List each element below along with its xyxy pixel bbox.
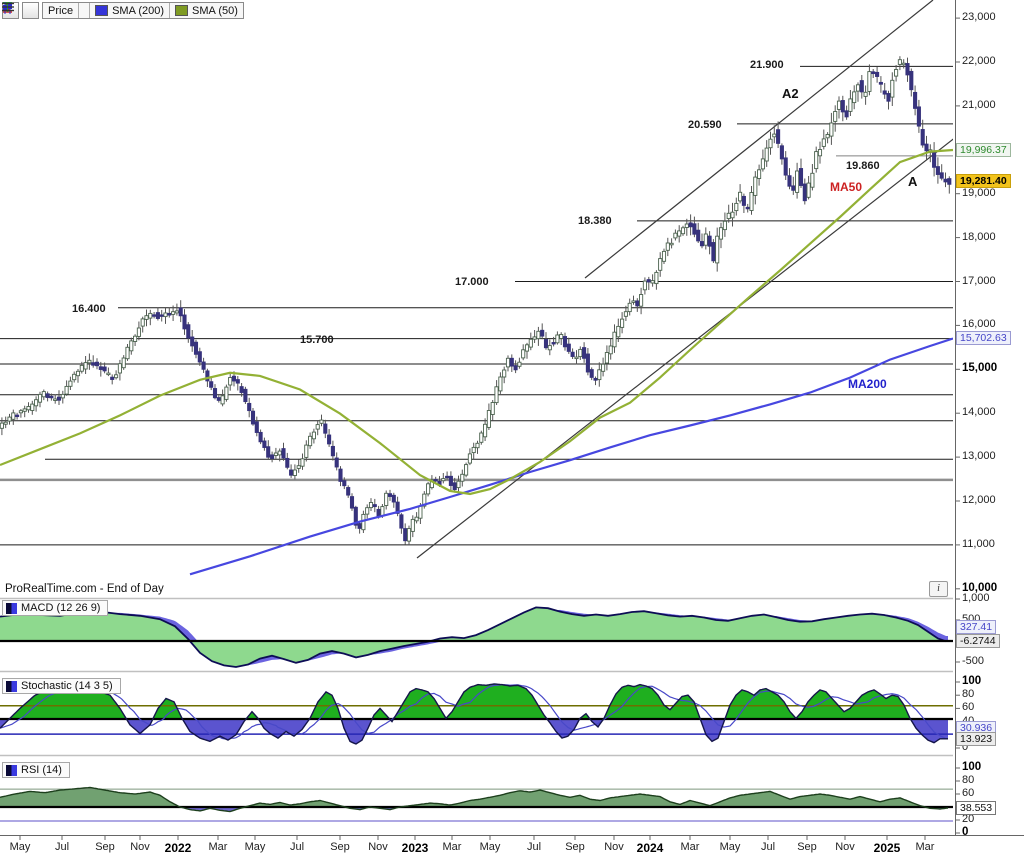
level-label: 17.000 — [455, 276, 489, 288]
x-axis-label: May — [719, 841, 741, 853]
axis-value-box: 19,996.37 — [956, 142, 1011, 157]
x-axis-label: May — [479, 841, 501, 853]
sma50-swatch — [175, 5, 189, 16]
x-axis-label: Mar — [915, 841, 935, 853]
annotation-a2: A2 — [782, 86, 799, 101]
indicator-icon — [6, 602, 17, 614]
axis-label: 20 — [962, 813, 975, 825]
sma200-label: SMA (200) — [112, 4, 165, 17]
legend-group: Price SMA (200) SMA (50) — [2, 2, 244, 19]
sma50-legend-chip[interactable]: SMA (50) — [169, 3, 243, 18]
annotation-ma200: MA200 — [848, 377, 887, 391]
axis-label: 60 — [962, 701, 975, 714]
axis-value-box: 30.936 — [956, 720, 997, 735]
level-label: 21.900 — [750, 59, 784, 71]
axis-label: 80 — [962, 688, 975, 701]
x-axis-label: Sep — [95, 841, 115, 853]
axis-value-box: -6.2744 — [956, 634, 1000, 649]
x-axis-label: Nov — [835, 841, 855, 853]
axis-label: 23,000 — [962, 11, 996, 24]
axis-label: 100 — [962, 675, 982, 687]
x-axis-label: Mar — [208, 841, 228, 853]
stochastic-label: Stochastic (14 3 5) — [21, 680, 113, 692]
x-axis-label: Jul — [760, 841, 776, 853]
level-label: 15.700 — [300, 334, 334, 346]
x-axis-label: May — [9, 841, 31, 853]
axis-label: 60 — [962, 787, 975, 799]
x-axis-label: Jul — [526, 841, 542, 853]
axis-label: 14,000 — [962, 406, 996, 419]
chart-toolbar: Price SMA (200) SMA (50) — [2, 2, 244, 19]
axis-label: 80 — [962, 774, 975, 786]
axis-label: 11,000 — [962, 537, 995, 550]
x-axis-label: 2025 — [873, 841, 901, 855]
axis-label: 12,000 — [962, 494, 996, 506]
list-menu-button[interactable] — [2, 2, 89, 18]
x-axis-label: 2024 — [636, 841, 664, 855]
watermark: ProRealTime.com - End of Day — [2, 583, 167, 595]
axis-label: 100 — [962, 761, 982, 773]
x-axis-label: Nov — [368, 841, 388, 853]
price-series-label: Price — [48, 4, 74, 17]
stochastic-indicator-chip[interactable]: Stochastic (14 3 5) — [2, 678, 121, 694]
level-label: 19.860 — [846, 160, 880, 172]
axis-label: 18,000 — [962, 230, 996, 243]
axis-value-box: 13.923 — [956, 731, 997, 746]
axis-label: 22,000 — [962, 55, 996, 67]
sma50-label: SMA (50) — [192, 4, 238, 17]
axis-label: 0 — [962, 826, 969, 838]
x-axis-label: Jul — [289, 841, 305, 853]
axis-label: 19,000 — [962, 186, 996, 199]
sma200-swatch — [95, 5, 109, 16]
price-series-chip[interactable]: Price — [3, 2, 78, 18]
rsi-label: RSI (14) — [21, 764, 62, 776]
sma200-legend-chip[interactable]: SMA (200) — [89, 3, 169, 18]
axis-label: 17,000 — [962, 274, 996, 287]
axis-label: 21,000 — [962, 98, 996, 111]
annotation-ma50: MA50 — [830, 180, 863, 194]
axis-label: 10,000 — [962, 581, 998, 594]
x-axis-label: 2022 — [164, 841, 192, 855]
axis-label: 13,000 — [962, 450, 996, 463]
level-label: 16.400 — [72, 303, 106, 315]
move-up-button[interactable] — [3, 2, 39, 19]
x-axis-label: 2023 — [401, 841, 429, 855]
list-icon — [2, 2, 14, 12]
axis-value-box: 38.553 — [956, 800, 997, 815]
info-button[interactable]: i — [929, 581, 948, 597]
x-axis-label: Jul — [54, 841, 70, 853]
x-axis-label: Nov — [604, 841, 624, 853]
axis-label: 16,000 — [962, 318, 996, 331]
axis-label: 1,000 — [962, 592, 990, 604]
axis-value-box: 327.41 — [956, 620, 997, 635]
x-axis-label: Sep — [565, 841, 585, 853]
x-axis-label: Sep — [330, 841, 350, 853]
x-axis-label: Mar — [680, 841, 700, 853]
x-axis-label: Nov — [130, 841, 150, 853]
level-label: 20.590 — [688, 119, 722, 131]
indicator-icon — [6, 680, 17, 692]
axis-label: -500 — [962, 655, 985, 667]
axis-value-box: 19,281.40 — [956, 173, 1011, 188]
x-axis-label: Mar — [442, 841, 462, 853]
axis-label: 15,000 — [962, 362, 998, 375]
indicator-icon — [6, 764, 17, 776]
annotation-a: A — [908, 174, 918, 189]
x-axis-label: Sep — [797, 841, 817, 853]
axis-label: 0 — [962, 741, 969, 753]
axis-value-box: 15,702.63 — [956, 331, 1011, 346]
macd-indicator-chip[interactable]: MACD (12 26 9) — [2, 600, 109, 616]
macd-label: MACD (12 26 9) — [21, 602, 101, 614]
level-label: 18.380 — [578, 215, 612, 227]
x-axis-label: May — [244, 841, 266, 853]
rsi-indicator-chip[interactable]: RSI (14) — [2, 762, 70, 778]
